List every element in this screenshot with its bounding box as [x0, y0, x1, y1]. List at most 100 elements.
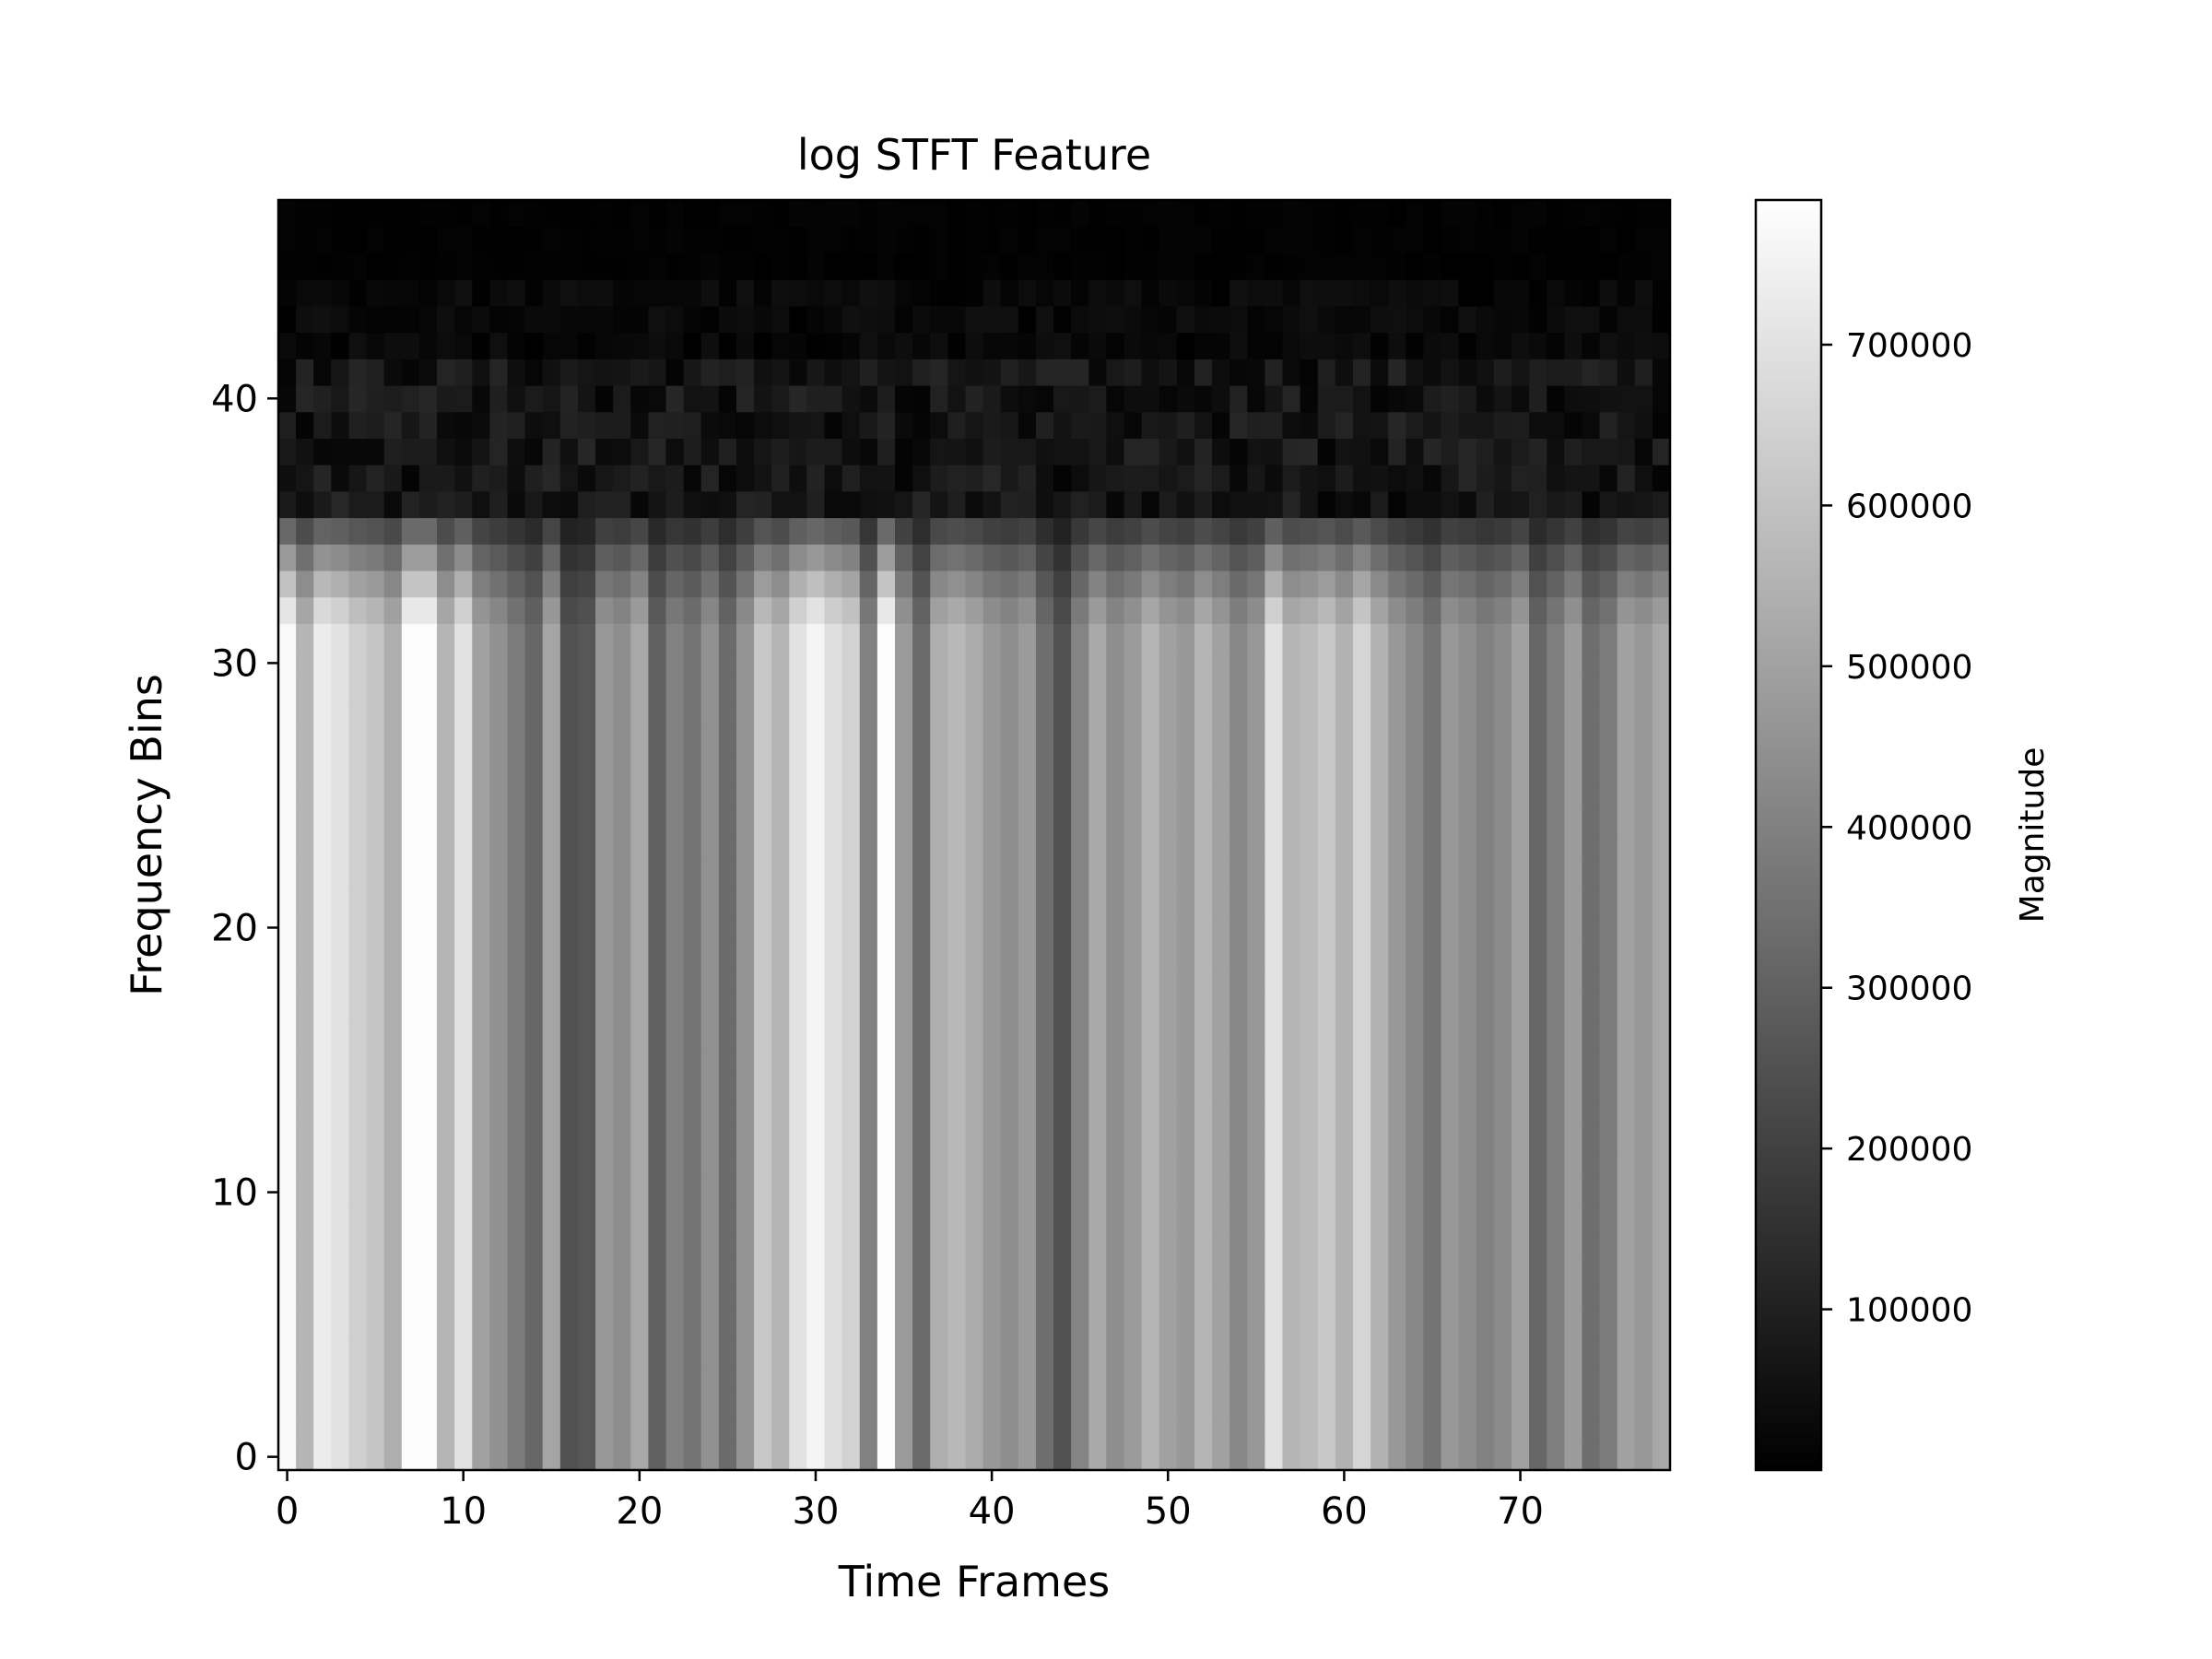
heatmap-cell [1124, 411, 1143, 439]
heatmap-cell [454, 305, 473, 334]
heatmap-cell [771, 914, 790, 942]
heatmap-cell [1529, 1285, 1547, 1312]
heatmap-cell [1511, 782, 1530, 809]
heatmap-cell [1458, 650, 1477, 677]
heatmap-cell [806, 729, 826, 757]
heatmap-cell [735, 1417, 755, 1444]
heatmap-cell [1000, 438, 1019, 465]
heatmap-cell [1230, 490, 1248, 519]
heatmap-cell [454, 1019, 473, 1048]
heatmap-cell [806, 808, 826, 836]
heatmap-cell [841, 888, 861, 915]
heatmap-cell [1159, 1019, 1178, 1048]
heatmap-cell [1335, 438, 1354, 465]
heatmap-cell [1176, 623, 1195, 651]
heatmap-cell [1634, 544, 1653, 571]
heatmap-cell [841, 1125, 861, 1154]
heatmap-cell [1053, 359, 1072, 386]
heatmap-cell [630, 384, 649, 413]
heatmap-cell [1212, 755, 1230, 783]
heatmap-cell [735, 253, 755, 280]
heatmap-cell [1634, 623, 1653, 651]
heatmap-cell [559, 465, 579, 492]
heatmap-cell [524, 1125, 544, 1154]
heatmap-cell [1406, 782, 1424, 809]
heatmap-cell [894, 1390, 913, 1418]
heatmap-cell [595, 1205, 614, 1233]
heatmap-cell [718, 1179, 737, 1206]
heatmap-cell [1194, 755, 1213, 783]
heatmap-cell [947, 570, 967, 598]
heatmap-cell [1493, 1417, 1512, 1444]
heatmap-cell [1599, 544, 1618, 571]
heatmap-cell [1194, 1443, 1213, 1471]
heatmap-cell [1441, 1417, 1460, 1444]
heatmap-cell [1317, 676, 1336, 704]
heatmap-cell [1300, 465, 1319, 492]
heatmap-cell [542, 1285, 561, 1312]
heatmap-cell [1634, 782, 1653, 809]
heatmap-cell [383, 465, 403, 492]
plot-frame [276, 198, 1672, 1472]
heatmap-cell [1599, 1390, 1618, 1418]
heatmap-cell [454, 1179, 473, 1206]
heatmap-cell [1300, 570, 1319, 598]
heatmap-cell [542, 940, 561, 969]
heatmap-cell [1371, 226, 1389, 254]
heatmap-cell [1141, 729, 1160, 757]
heatmap-cell [754, 384, 772, 413]
heatmap-cell [806, 1443, 826, 1471]
heatmap-cell [313, 465, 332, 492]
heatmap-cell [789, 332, 808, 359]
heatmap-cell [735, 438, 755, 465]
heatmap-cell [1071, 1100, 1089, 1127]
heatmap-cell [841, 1364, 861, 1392]
heatmap-cell [859, 1285, 878, 1312]
heatmap-cell [1265, 994, 1284, 1021]
heatmap-cell [613, 914, 631, 942]
heatmap-cell [296, 1152, 314, 1180]
heatmap-cell [754, 702, 772, 730]
heatmap-cell [595, 623, 614, 651]
heatmap-cell [1371, 1179, 1389, 1206]
heatmap-cell [418, 517, 438, 545]
heatmap-cell [383, 835, 403, 863]
heatmap-cell [1247, 1443, 1265, 1471]
heatmap-cell [1335, 490, 1354, 519]
heatmap-cell [437, 835, 455, 863]
heatmap-cell [1599, 332, 1618, 359]
heatmap-cell [1212, 1125, 1230, 1154]
heatmap-cell [894, 702, 913, 730]
heatmap-cell [1511, 465, 1530, 492]
heatmap-cell [1018, 544, 1037, 571]
heatmap-cell [577, 411, 596, 439]
heatmap-cell [559, 411, 579, 439]
heatmap-cell [718, 332, 737, 359]
heatmap-cell [1071, 940, 1089, 969]
heatmap-cell [1300, 1073, 1319, 1100]
heatmap-cell [930, 940, 948, 969]
heatmap-cell [965, 411, 984, 439]
heatmap-cell [1141, 1125, 1160, 1154]
heatmap-cell [1018, 782, 1037, 809]
heatmap-cell [1493, 200, 1512, 228]
heatmap-cell [1124, 1285, 1143, 1312]
heatmap-cell [1265, 1231, 1284, 1259]
heatmap-cell [1335, 1205, 1354, 1233]
heatmap-cell [383, 1205, 403, 1233]
heatmap-cell [648, 1364, 667, 1392]
heatmap-cell [806, 544, 826, 571]
heatmap-cell [754, 1205, 772, 1233]
heatmap-cell [930, 623, 948, 651]
heatmap-cell [894, 465, 913, 492]
heatmap-cell [1141, 517, 1160, 545]
heatmap-cell [1053, 888, 1072, 915]
heatmap-cell [472, 1311, 490, 1339]
heatmap-cell [1124, 835, 1143, 863]
heatmap-cell [912, 200, 931, 228]
heatmap-cell [1529, 1231, 1547, 1259]
heatmap-cell [383, 861, 403, 889]
heatmap-cell [489, 438, 509, 465]
heatmap-cell [331, 1311, 350, 1339]
heatmap-cell [1617, 544, 1636, 571]
